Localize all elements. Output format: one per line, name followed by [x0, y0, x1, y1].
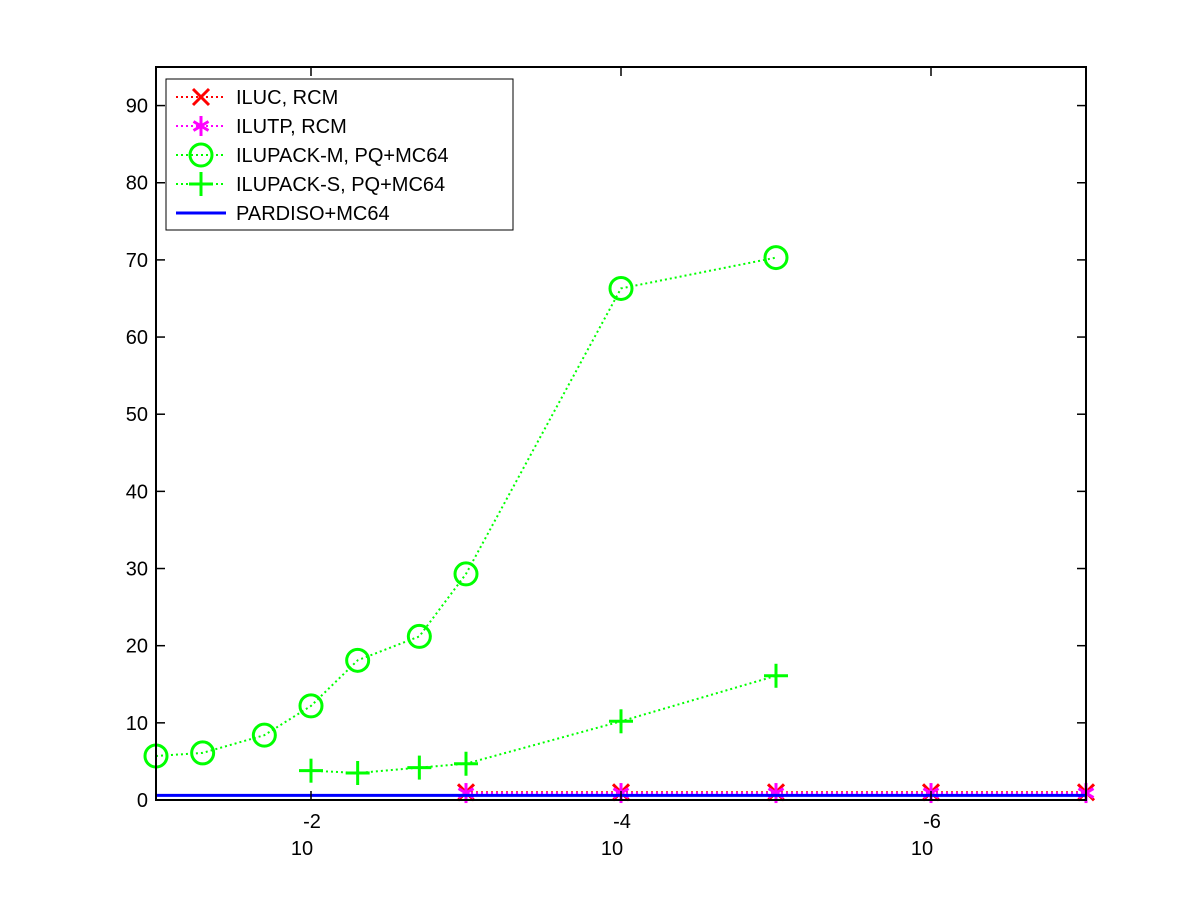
series-2-point-5: [406, 623, 432, 649]
legend-marker-2: [188, 142, 214, 168]
series-2-point-4: [345, 647, 371, 673]
x-tick-exponent: -4: [613, 811, 631, 833]
legend-marker-3: [189, 172, 213, 196]
series-3-point-3: [454, 751, 478, 776]
legend-label: ILUPACK-S, PQ+MC64: [236, 174, 445, 196]
series-line-2: [155, 256, 777, 757]
legend-marker-1: [192, 116, 210, 136]
y-tick-label: 50: [126, 404, 148, 426]
series-2-point-7: [608, 275, 634, 301]
series-2-point-6: [453, 561, 479, 587]
series-2-point-1: [190, 740, 216, 766]
y-tick-label: 10: [126, 713, 148, 735]
legend-label: PARDISO+MC64: [236, 203, 390, 225]
legend-label: ILUPACK-M, PQ+MC64: [236, 145, 448, 167]
legend: ILUC, RCM ILUTP, RCM ILUPACK-M, PQ+MC64 ILU…: [165, 78, 514, 231]
series-3-point-0: [299, 758, 323, 783]
y-tick-label: 60: [126, 327, 148, 349]
x-tick-base: 10: [911, 838, 933, 860]
x-tick-base: 10: [291, 838, 313, 860]
y-tick-label: 70: [126, 250, 148, 272]
x-tick-base: 10: [601, 838, 623, 860]
series-3-point-4: [609, 709, 633, 734]
y-tick-label: 40: [126, 481, 148, 503]
axes: 0 10 20 30 40 50 60 70 80 90 -2 10 -4 10 -6 10: [126, 66, 1087, 860]
x-tick-exponent: -6: [923, 811, 941, 833]
y-tick-label: 30: [126, 559, 148, 581]
series-3-point-1: [345, 760, 370, 785]
legend-label: ILUTP, RCM: [236, 116, 347, 138]
legend-label: ILUC, RCM: [236, 87, 338, 109]
legend-box: [165, 78, 514, 231]
series-3-point-5: [764, 663, 788, 688]
y-tick-label: 90: [126, 96, 148, 118]
series-2-point-8: [763, 245, 789, 271]
legend-marker-0: [191, 87, 211, 107]
series-2-point-2: [251, 722, 277, 748]
y-tick-label: 0: [137, 790, 148, 812]
y-tick-label: 80: [126, 173, 148, 195]
x-tick-exponent: -2: [303, 811, 321, 833]
series-3-point-2: [407, 755, 432, 780]
series-2-point-3: [298, 693, 324, 719]
y-tick-label: 20: [126, 636, 148, 658]
